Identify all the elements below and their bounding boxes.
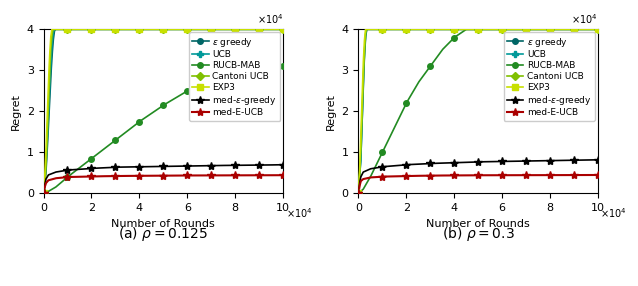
Y-axis label: Regret: Regret xyxy=(11,93,21,130)
Text: $\times10^4$: $\times10^4$ xyxy=(256,12,283,26)
Legend: $\epsilon$ greedy, UCB, RUCB-MAB, Cantoni UCB, EXP3, med-$\epsilon$-greedy, med-: $\epsilon$ greedy, UCB, RUCB-MAB, Canton… xyxy=(189,32,281,121)
Title: (a) $\rho = 0.125$: (a) $\rho = 0.125$ xyxy=(118,225,209,243)
Legend: $\epsilon$ greedy, UCB, RUCB-MAB, Cantoni UCB, EXP3, med-$\epsilon$-greedy, med-: $\epsilon$ greedy, UCB, RUCB-MAB, Canton… xyxy=(503,32,595,121)
X-axis label: Number of Rounds: Number of Rounds xyxy=(112,219,215,229)
Y-axis label: Regret: Regret xyxy=(326,93,336,130)
Text: $\times10^4$: $\times10^4$ xyxy=(286,206,312,221)
X-axis label: Number of Rounds: Number of Rounds xyxy=(426,219,530,229)
Text: $\times10^4$: $\times10^4$ xyxy=(572,12,598,26)
Title: (b) $\rho = 0.3$: (b) $\rho = 0.3$ xyxy=(441,225,515,243)
Text: $\times10^4$: $\times10^4$ xyxy=(600,206,627,221)
